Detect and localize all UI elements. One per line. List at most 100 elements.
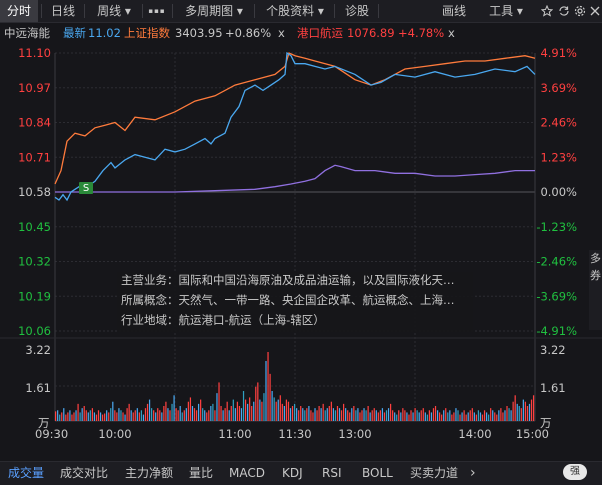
stock-info-button[interactable]: 个股资料 ▾ xyxy=(258,0,332,22)
y-tick-label: 10.45 xyxy=(18,220,51,234)
volume-bar xyxy=(363,408,365,421)
volume-bar xyxy=(136,408,138,421)
strong-toggle[interactable]: 强 xyxy=(563,464,587,480)
volume-bar xyxy=(165,401,167,421)
volume-bar xyxy=(271,391,273,421)
tab-volume-ratio[interactable]: 量比 xyxy=(189,466,214,480)
volume-bar xyxy=(410,410,412,421)
volume-bar xyxy=(443,410,445,421)
volume-bar xyxy=(424,412,426,421)
settings-icon[interactable] xyxy=(573,0,587,22)
volume-bar xyxy=(371,410,373,421)
volume-bar xyxy=(340,410,343,421)
stock-profile-tooltip: 主营业务：国际和中国沿海原油及成品油运输，以及国际液化天… 所属概念：天然气、一… xyxy=(117,272,473,332)
volume-bar xyxy=(389,403,392,421)
volume-bar xyxy=(242,391,245,421)
volume-bar xyxy=(140,410,143,421)
star-icon[interactable] xyxy=(540,0,554,22)
volume-bar xyxy=(485,412,488,421)
sync-icon[interactable] xyxy=(557,0,571,22)
volume-bar xyxy=(506,406,508,421)
tab-buy-sell-force[interactable]: 买卖力道 xyxy=(410,466,459,480)
tab-macd[interactable]: MACD xyxy=(229,466,265,480)
volume-bar xyxy=(259,399,261,421)
chevron-down-icon: ▾ xyxy=(516,4,523,18)
volume-bar xyxy=(204,410,206,421)
tab-volume[interactable]: 成交量 xyxy=(8,466,45,480)
volume-bar xyxy=(349,412,351,421)
multi-period-button[interactable]: 多周期图 ▾ xyxy=(176,0,252,22)
volume-bar xyxy=(287,401,290,421)
remove-compare-button[interactable]: x xyxy=(448,26,455,40)
close-icon[interactable] xyxy=(589,0,601,22)
toolbar-divider xyxy=(172,4,173,18)
volume-bar xyxy=(218,382,220,421)
tab-rsi[interactable]: RSI xyxy=(322,466,342,480)
draw-line-button[interactable]: 画线 xyxy=(441,4,466,18)
volume-bar xyxy=(101,414,104,421)
x-tick-label: 09:30 xyxy=(35,427,68,441)
volume-bar xyxy=(357,408,359,421)
chevron-down-icon: ▾ xyxy=(317,4,324,18)
tools-button[interactable]: 工具 ▾ xyxy=(484,0,528,22)
volume-tick-label: 1.61 xyxy=(25,381,51,395)
volume-bar xyxy=(418,412,420,421)
volume-bar xyxy=(83,406,85,421)
volume-bar xyxy=(116,412,118,421)
volume-bar xyxy=(157,408,159,421)
tab-volume-compare[interactable]: 成交对比 xyxy=(60,466,109,480)
remove-index-button[interactable]: x xyxy=(278,26,285,40)
volume-bar xyxy=(226,401,228,421)
volume-bar xyxy=(185,408,187,421)
tools-label: 工具 xyxy=(489,4,514,18)
signal-marker-label: S xyxy=(83,183,89,194)
volume-bar xyxy=(224,408,226,421)
intraday-chart[interactable]: 11.10 10.97 10.84 10.71 10.58 10.45 10.32 10.19… xyxy=(0,43,602,461)
volume-bar xyxy=(300,406,302,421)
pct-tick-label: -4.91% xyxy=(536,324,577,338)
tab-weekly[interactable]: 周线 ▾ xyxy=(88,0,140,22)
volume-bar xyxy=(247,403,249,421)
tab-main-net[interactable]: 主力净额 xyxy=(125,466,174,480)
volume-bar xyxy=(306,408,308,421)
volume-bar xyxy=(412,412,414,421)
volume-bar xyxy=(304,410,306,421)
volume-bar xyxy=(57,410,59,421)
volume-bar xyxy=(138,412,140,421)
tab-kdj[interactable]: KDJ xyxy=(282,466,303,480)
stock-info-label: 个股资料 xyxy=(266,4,315,18)
tab-boll[interactable]: BOLL xyxy=(362,466,393,480)
region-row: 行业地域：航运港口-航运（上海-辖区） xyxy=(121,312,325,328)
volume-bar xyxy=(518,406,520,421)
latest-label: 最新 xyxy=(63,26,86,40)
tabs-scroll-right[interactable]: › xyxy=(470,465,476,481)
volume-bar xyxy=(275,401,277,421)
tab-timeshare[interactable]: 分时 xyxy=(0,0,38,22)
volume-bar xyxy=(455,408,457,421)
y-tick-label: 10.19 xyxy=(18,289,51,303)
compare-value: 1076.89 xyxy=(347,26,395,40)
volume-bar xyxy=(479,412,482,421)
volume-bar xyxy=(159,410,161,421)
volume-bar xyxy=(465,414,467,421)
volume-bar xyxy=(500,408,502,421)
tab-daily[interactable]: 日线 xyxy=(50,4,75,18)
volume-bar xyxy=(524,401,527,421)
chevron-down-icon: ▾ xyxy=(124,4,131,18)
volume-bar xyxy=(193,408,196,421)
volume-bar xyxy=(332,408,335,421)
volume-bar xyxy=(289,408,292,421)
volume-bar xyxy=(281,403,283,421)
compare-change: +4.78% xyxy=(398,26,445,40)
side-panel-toggle[interactable]: 多 券 xyxy=(589,250,602,330)
volume-bar xyxy=(89,410,91,421)
volume-bar xyxy=(351,408,353,421)
volume-bar xyxy=(269,373,271,421)
diagnose-button[interactable]: 诊股 xyxy=(344,4,369,18)
volume-tick-label: 1.61 xyxy=(540,381,566,395)
volume-bar xyxy=(338,408,341,421)
more-button[interactable]: ▪▪▪ xyxy=(148,7,166,15)
pct-tick-label: 0.00% xyxy=(540,185,577,199)
volume-bar xyxy=(461,412,463,421)
volume-bar xyxy=(467,412,469,421)
